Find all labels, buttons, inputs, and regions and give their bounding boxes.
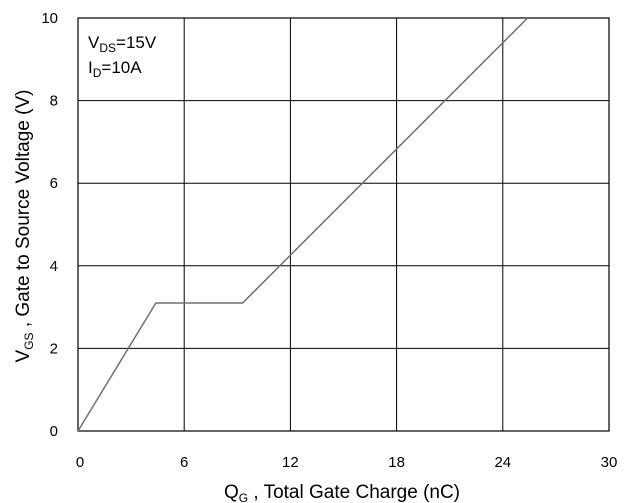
annotation-box: VDS=15V ID=10A <box>88 33 157 80</box>
x-axis-title-main: Q <box>224 482 239 503</box>
x-tick-labels: 0 6 12 18 24 30 <box>76 454 618 471</box>
y-tick-label: 10 <box>41 10 58 27</box>
series-layer <box>77 17 529 432</box>
annotation-id-sub: D <box>93 66 102 80</box>
y-axis-title-main: V <box>13 349 34 362</box>
y-axis-title-sub: GS <box>22 332 36 349</box>
y-tick-label: 6 <box>50 175 58 192</box>
y-tick-label: 4 <box>50 258 58 275</box>
x-axis-title-rest: , Total Gate Charge (nC) <box>248 482 460 503</box>
x-tick-label: 30 <box>601 454 618 471</box>
series-line <box>77 17 529 432</box>
annotation-vds-sub: DS <box>99 41 116 55</box>
x-tick-label: 6 <box>180 454 188 471</box>
x-axis-title: QG , Total Gate Charge (nC) <box>224 482 460 503</box>
x-tick-label: 0 <box>76 454 84 471</box>
x-tick-label: 18 <box>388 454 405 471</box>
x-tick-label: 12 <box>282 454 299 471</box>
y-tick-label: 8 <box>50 93 58 110</box>
y-axis-title-rest: , Gate to Source Voltage (V) <box>13 90 34 333</box>
x-tick-label: 24 <box>494 454 511 471</box>
y-tick-label: 0 <box>50 423 58 440</box>
annotation-vds-rest: =15V <box>116 33 157 52</box>
annotation-id: ID=10A <box>88 58 142 80</box>
y-tick-labels: 0 2 4 6 8 10 <box>41 10 58 440</box>
grid <box>77 17 610 432</box>
y-axis-title: VGS , Gate to Source Voltage (V) <box>13 90 36 363</box>
annotation-vds-main: V <box>88 33 100 52</box>
x-axis-title-sub: G <box>239 491 248 503</box>
y-tick-label: 2 <box>50 340 58 357</box>
plot-frame <box>77 17 610 432</box>
annotation-id-rest: =10A <box>101 58 142 77</box>
annotation-id-main: I <box>88 58 93 77</box>
annotation-vds: VDS=15V <box>88 33 157 55</box>
